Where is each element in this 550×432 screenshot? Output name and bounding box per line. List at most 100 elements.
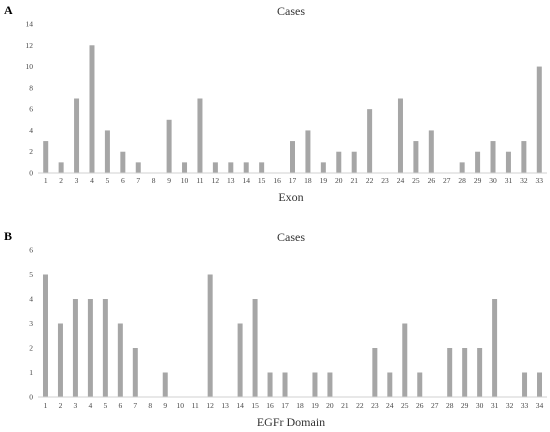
chart-a-bar (320, 162, 326, 173)
chart-b-bar (162, 372, 168, 397)
chart-a-y-tick-label: 12 (26, 41, 34, 50)
chart-b-x-ticks: 1 2 3 4 5 6 7 8 9 10 11 12 13 14 15 16 17 18 19 20 21 22 23 24 2… (44, 401, 544, 410)
chart-b-bar (282, 372, 288, 397)
chart-a-x-tick-label: 21 (350, 176, 358, 185)
chart-a-x-tick-label: 26 (428, 176, 436, 185)
chart-b-bar (207, 274, 213, 397)
chart-b-x-tick-label: 8 (148, 401, 152, 410)
chart-a-x-tick-label: 14 (242, 176, 250, 185)
chart-a-x-tick-label: 20 (335, 176, 343, 185)
chart-b-x-tick-label: 32 (506, 401, 514, 410)
chart-b-bar (387, 372, 393, 397)
chart-a-x-tick-label: 18 (304, 176, 312, 185)
chart-a-x-tick-label: 15 (258, 176, 266, 185)
chart-b-x-tick-label: 7 (133, 401, 137, 410)
chart-b-x-tick-label: 29 (461, 401, 469, 410)
chart-a-bar (212, 162, 218, 173)
chart-a-x-tick-label: 8 (152, 176, 156, 185)
chart-a-x-tick-label: 6 (121, 176, 125, 185)
chart-a-x-tick-label: 25 (412, 176, 420, 185)
chart-a-bar (459, 162, 465, 173)
chart-b-x-tick-label: 24 (386, 401, 394, 410)
chart-a-x-tick-label: 11 (196, 176, 203, 185)
chart-a-bar (182, 162, 188, 173)
chart-a-x-tick-label: 30 (489, 176, 497, 185)
chart-a-bar (428, 130, 434, 173)
panel-letter-a: A (4, 3, 13, 17)
chart-b-x-tick-label: 18 (296, 401, 304, 410)
chart-a-bar (166, 119, 172, 173)
chart-a-bar (43, 141, 49, 173)
chart-a-x-tick-label: 31 (505, 176, 513, 185)
chart-a-x-tick-label: 24 (397, 176, 405, 185)
chart-b-x-tick-label: 23 (371, 401, 379, 410)
chart-b-x-tick-label: 28 (446, 401, 454, 410)
chart-a-x-tick-label: 12 (212, 176, 220, 185)
chart-a-bar (536, 66, 542, 173)
chart-a-x-tick-label: 28 (458, 176, 466, 185)
chart-b-x-tick-label: 21 (341, 401, 349, 410)
panel-letter-b: B (4, 229, 12, 243)
chart-a-title: Cases (277, 4, 305, 18)
chart-b-bar (417, 372, 423, 397)
chart-b-x-tick-label: 10 (176, 401, 184, 410)
chart-b-y-tick-label: 1 (29, 368, 33, 377)
chart-b-y-tick-label: 2 (29, 344, 33, 353)
chart-a-x-tick-label: 19 (320, 176, 328, 185)
chart-b-x-tick-label: 25 (401, 401, 409, 410)
chart-a-bar (397, 98, 403, 173)
chart-b-x-tick-label: 26 (416, 401, 424, 410)
chart-a-bar (228, 162, 234, 173)
chart-b-x-tick-label: 5 (103, 401, 107, 410)
chart-a-y-tick-label: 0 (29, 169, 33, 178)
chart-b-x-tick-label: 12 (206, 401, 214, 410)
chart-b-bar (132, 348, 138, 397)
chart-b-x-tick-label: 22 (356, 401, 364, 410)
chart-a-bar (413, 141, 419, 173)
chart-b-bar (72, 299, 78, 397)
chart-b-x-tick-label: 1 (44, 401, 48, 410)
chart-a-y-tick-label: 4 (29, 126, 33, 135)
chart-b-x-tick-label: 16 (266, 401, 274, 410)
chart-b-x-tick-label: 34 (536, 401, 544, 410)
chart-b-x-tick-label: 19 (311, 401, 319, 410)
chart-b-bar (462, 348, 468, 397)
chart-b-bar (402, 323, 408, 397)
chart-b-bars (42, 274, 543, 397)
chart-a-x-tick-label: 5 (106, 176, 110, 185)
chart-a-bar (135, 162, 141, 173)
chart-b-bar (522, 372, 528, 397)
chart-a-y-tick-label: 8 (29, 83, 33, 92)
chart-b-bar (492, 299, 498, 397)
chart-a-x-ticks: 1 2 3 4 5 6 7 8 9 10 11 12 13 14 15 16 17 18 19 20 21 22 23 24 2… (44, 176, 543, 185)
chart-a-bar (58, 162, 64, 173)
chart-a-bar (259, 162, 265, 173)
chart-b-bar (537, 372, 543, 397)
chart-a-x-label: Exon (278, 190, 303, 204)
chart-b-y-tick-label: 3 (29, 319, 33, 328)
chart-a-bar (505, 151, 511, 173)
chart-b-bar (372, 348, 378, 397)
chart-a-x-tick-label: 33 (536, 176, 544, 185)
chart-b-y-ticks: 0 1 2 3 4 5 6 (29, 246, 33, 402)
chart-a-x-tick-label: 16 (273, 176, 281, 185)
chart-b-bar (237, 323, 243, 397)
chart-b-y-tick-label: 6 (29, 246, 33, 255)
chart-a-x-tick-label: 2 (59, 176, 63, 185)
chart-a-bar (104, 130, 110, 173)
chart-a-x-tick-label: 13 (227, 176, 235, 185)
chart-b-bar (102, 299, 108, 397)
chart-a-bar (336, 151, 342, 173)
chart-b-bar (252, 299, 258, 397)
chart-a-bar (305, 130, 311, 173)
chart-b-x-tick-label: 11 (192, 401, 199, 410)
chart-b-title: Cases (277, 230, 305, 244)
chart-b-x-tick-label: 15 (251, 401, 259, 410)
chart-b-y-tick-label: 0 (29, 393, 33, 402)
chart-a-y-tick-label: 2 (29, 147, 33, 156)
chart-a-bar (74, 98, 80, 173)
chart-b-bar (312, 372, 318, 397)
chart-a-x-tick-label: 10 (181, 176, 189, 185)
chart-a-x-tick-label: 32 (520, 176, 528, 185)
